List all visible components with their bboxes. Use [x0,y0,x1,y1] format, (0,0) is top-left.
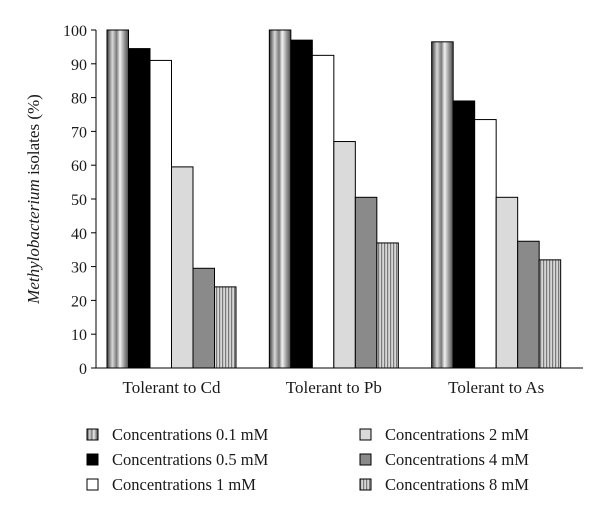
y-tick-label: 10 [71,327,87,344]
y-axis-title-italic: Methylobacterium [24,179,43,305]
x-category-label: Tolerant to Cd [123,378,221,397]
bar [333,141,356,369]
y-tick-label: 0 [79,361,87,378]
bar [192,267,215,369]
y-tick-label: 70 [71,124,87,141]
bar [474,119,497,369]
bar [452,100,476,369]
bar [354,196,378,369]
y-axis-title-rest: isolates (%) [24,94,43,179]
bar [495,196,519,369]
bar [311,54,335,369]
y-tick-label: 20 [71,293,87,310]
legend-swatch [86,478,99,491]
bar [290,39,313,369]
legend-swatch [359,428,372,441]
y-tick-label: 30 [71,260,87,277]
bar [214,286,237,369]
legend-swatch [359,453,372,466]
bar [268,29,292,369]
bar [149,59,172,369]
legend-label: Concentrations 1 mM [112,475,256,494]
legend-label: Concentrations 0.5 mM [112,450,269,469]
y-tick-label: 40 [71,226,87,243]
legend-label: Concentrations 2 mM [385,425,529,444]
legend-swatch [359,478,372,491]
y-tick-label: 80 [71,91,87,108]
x-category-label: Tolerant to Pb [286,378,382,397]
legend-label: Concentrations 4 mM [385,450,529,469]
bar [431,41,454,369]
legend-swatch [86,453,99,466]
bar [538,259,562,369]
bar [517,240,540,369]
y-axis-title: Methylobacterium isolates (%) [24,94,43,305]
y-tick-label: 90 [71,57,87,74]
legend-label: Concentrations 0.1 mM [112,425,269,444]
y-tick-label: 60 [71,158,87,175]
bar [128,48,151,369]
legend-swatch [86,428,99,441]
y-tick-label: 50 [71,192,87,209]
bar [171,166,194,369]
legend-label: Concentrations 8 mM [385,475,529,494]
bar [376,242,399,369]
x-category-label: Tolerant to As [448,378,544,397]
y-tick-label: 100 [63,23,87,40]
bar [106,29,129,369]
